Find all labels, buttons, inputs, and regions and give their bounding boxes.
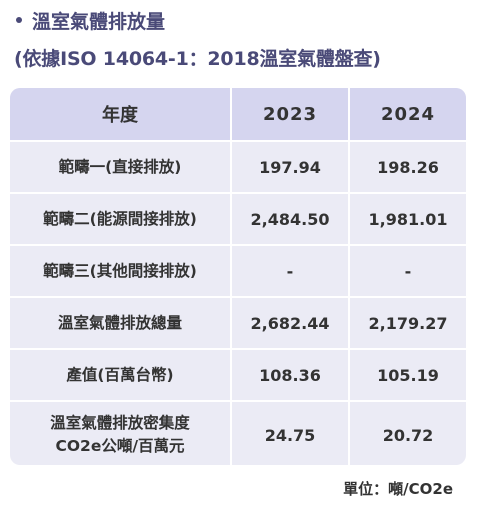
section-subtitle: (依據ISO 14064-1：2018溫室氣體盤查) bbox=[14, 48, 381, 70]
row-label: 產值(百萬台幣) bbox=[10, 348, 231, 401]
value-2024: 1,981.01 bbox=[348, 192, 466, 245]
unit-note: 單位：噸/CO2e bbox=[343, 480, 453, 498]
bullet-icon bbox=[16, 17, 22, 23]
value-2024: - bbox=[348, 244, 466, 297]
row-label: 範疇二(能源間接排放) bbox=[10, 192, 231, 245]
emissions-table-container: 年度 2023 2024 範疇一(直接排放) 197.94 198.26 範疇二… bbox=[10, 88, 466, 465]
value-2023: 24.75 bbox=[230, 400, 349, 465]
value-2024: 20.72 bbox=[348, 400, 466, 465]
table-row: 範疇一(直接排放) 197.94 198.26 bbox=[10, 140, 466, 193]
value-2023: 2,484.50 bbox=[230, 192, 349, 245]
row-label: 溫室氣體排放密集度 CO2e公噸/百萬元 bbox=[10, 400, 231, 465]
value-2023: 197.94 bbox=[230, 140, 349, 193]
table-row: 溫室氣體排放總量 2,682.44 2,179.27 bbox=[10, 296, 466, 349]
header-2024: 2024 bbox=[348, 88, 466, 141]
section-title: 溫室氣體排放量 bbox=[32, 10, 166, 33]
table-header-row: 年度 2023 2024 bbox=[10, 88, 466, 141]
row-label: 範疇三(其他間接排放) bbox=[10, 244, 231, 297]
table-row: 範疇三(其他間接排放) - - bbox=[10, 244, 466, 297]
value-2024: 2,179.27 bbox=[348, 296, 466, 349]
emissions-table: 年度 2023 2024 範疇一(直接排放) 197.94 198.26 範疇二… bbox=[10, 88, 466, 465]
row-label: 溫室氣體排放總量 bbox=[10, 296, 231, 349]
value-2024: 198.26 bbox=[348, 140, 466, 193]
value-2023: 108.36 bbox=[230, 348, 349, 401]
value-2024: 105.19 bbox=[348, 348, 466, 401]
header-year-label: 年度 bbox=[102, 105, 138, 126]
value-2023: - bbox=[230, 244, 349, 297]
table-row: 產值(百萬台幣) 108.36 105.19 bbox=[10, 348, 466, 401]
value-2023: 2,682.44 bbox=[230, 296, 349, 349]
section-heading: 溫室氣體排放量 (依據ISO 14064-1：2018溫室氣體盤查) bbox=[14, 6, 381, 73]
row-label: 範疇一(直接排放) bbox=[10, 140, 231, 193]
table-row: 溫室氣體排放密集度 CO2e公噸/百萬元 24.75 20.72 bbox=[10, 400, 466, 465]
header-2023: 2023 bbox=[230, 88, 349, 141]
table-row: 範疇二(能源間接排放) 2,484.50 1,981.01 bbox=[10, 192, 466, 245]
